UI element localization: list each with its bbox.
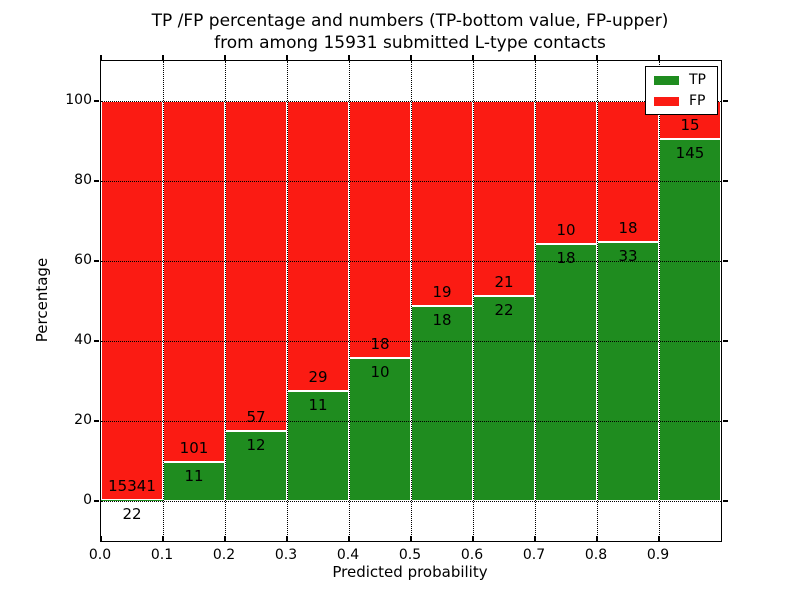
bar-segment-fp bbox=[411, 101, 473, 307]
bar-segment-fp bbox=[163, 101, 225, 462]
x-tick-label: 0.8 bbox=[584, 547, 608, 563]
bar-label-tp: 33 bbox=[618, 247, 638, 266]
legend-label-tp: TP bbox=[689, 72, 706, 88]
x-tick-mark-top bbox=[534, 55, 536, 60]
y-tick-mark-right bbox=[722, 260, 728, 262]
bar-label-tp: 145 bbox=[675, 143, 705, 162]
x-tick-mark-top bbox=[410, 55, 412, 60]
bar-label-tp: 18 bbox=[556, 248, 576, 267]
y-tick-mark bbox=[94, 340, 99, 342]
legend-row-tp: TP bbox=[654, 73, 706, 87]
bar-label-tp: 11 bbox=[308, 396, 328, 414]
bar-label-fp: 101 bbox=[179, 438, 209, 457]
x-tick-label: 0.6 bbox=[460, 547, 484, 563]
bar-segment-tp bbox=[659, 138, 721, 501]
bar-segment-fp bbox=[101, 101, 163, 501]
bar-segment-tp bbox=[411, 306, 473, 501]
bar-segment-fp bbox=[535, 101, 597, 244]
bar-label-fp: 57 bbox=[246, 408, 266, 427]
bar-label-fp: 21 bbox=[494, 273, 514, 292]
bar-label-tp: 11 bbox=[184, 466, 204, 485]
gridline-vertical bbox=[534, 61, 536, 541]
y-tick-label: 40 bbox=[74, 332, 92, 348]
plot-area: TP FP 15341 22 101 11 57 12 29 11 18 10 19 18 21 22 10… bbox=[94, 55, 728, 542]
x-tick-label: 0.2 bbox=[212, 547, 236, 563]
bar-label-fp: 15341 bbox=[108, 477, 156, 496]
chart-title-line1: TP /FP percentage and numbers (TP-bottom… bbox=[151, 11, 669, 31]
bar-label-fp: 18 bbox=[370, 335, 390, 354]
gridline-vertical bbox=[410, 61, 412, 541]
legend-label-fp: FP bbox=[689, 93, 706, 109]
bar-label-fp: 15 bbox=[680, 115, 700, 134]
y-tick-label: 0 bbox=[83, 492, 92, 508]
bar-segment-fp bbox=[473, 101, 535, 297]
x-tick-label: 0.3 bbox=[274, 547, 298, 563]
gridline-vertical bbox=[162, 61, 164, 541]
y-tick-mark bbox=[94, 420, 99, 422]
gridline-vertical bbox=[348, 61, 350, 541]
gridline-vertical bbox=[658, 61, 660, 541]
x-tick-mark-top bbox=[286, 55, 288, 60]
y-tick-mark bbox=[94, 260, 99, 262]
bar-segment-tp bbox=[597, 242, 659, 501]
y-tick-mark bbox=[94, 180, 99, 182]
bar-segment-fp bbox=[349, 101, 411, 359]
x-tick-mark-top bbox=[658, 55, 660, 60]
y-tick-mark bbox=[94, 100, 99, 102]
y-tick-mark bbox=[94, 500, 99, 502]
y-tick-mark-right bbox=[722, 100, 728, 102]
bar-segment-tp bbox=[349, 358, 411, 501]
bar-segment-fp bbox=[225, 101, 287, 432]
x-tick-label: 0.9 bbox=[646, 547, 670, 563]
y-tick-label: 100 bbox=[65, 92, 92, 108]
x-tick-mark-top bbox=[596, 55, 598, 60]
y-tick-mark-right bbox=[722, 340, 728, 342]
y-tick-label: 60 bbox=[74, 252, 92, 268]
bar-segment-fp bbox=[287, 101, 349, 391]
gridline-vertical bbox=[596, 61, 598, 541]
x-tick-mark-top bbox=[100, 55, 102, 60]
x-tick-label: 0.7 bbox=[522, 547, 546, 563]
y-tick-mark-right bbox=[722, 420, 728, 422]
x-tick-label: 0.1 bbox=[150, 547, 174, 563]
x-tick-mark-top bbox=[162, 55, 164, 60]
bar-segment-tp bbox=[225, 431, 287, 501]
bar-label-tp: 18 bbox=[432, 311, 452, 330]
gridline-vertical bbox=[286, 61, 288, 541]
bar-label-fp: 29 bbox=[308, 368, 328, 386]
bar-segment-tp bbox=[535, 243, 597, 501]
y-tick-mark-right bbox=[722, 500, 728, 502]
bar-label-tp: 12 bbox=[246, 436, 266, 455]
x-tick-mark-top bbox=[472, 55, 474, 60]
legend: TP FP bbox=[645, 66, 718, 115]
y-tick-label: 80 bbox=[74, 172, 92, 188]
bar-label-fp: 10 bbox=[556, 220, 576, 239]
fp-legend-swatch-icon bbox=[654, 96, 679, 106]
x-tick-mark-top bbox=[348, 55, 350, 60]
bar-label-tp: 10 bbox=[370, 363, 390, 382]
bar-label-fp: 19 bbox=[432, 283, 452, 302]
y-tick-label: 20 bbox=[74, 412, 92, 428]
bar-segment-fp bbox=[597, 101, 659, 243]
bar-label-tp: 22 bbox=[122, 505, 142, 524]
y-tick-mark-right bbox=[722, 180, 728, 182]
x-tick-label: 0.0 bbox=[88, 547, 112, 563]
tp-legend-swatch-icon bbox=[654, 75, 679, 85]
legend-row-fp: FP bbox=[654, 94, 706, 108]
bar-segment-tp bbox=[473, 296, 535, 501]
bar-label-fp: 18 bbox=[618, 219, 638, 238]
gridline-vertical bbox=[224, 61, 226, 541]
x-tick-mark bbox=[100, 536, 102, 541]
gridline-vertical bbox=[472, 61, 474, 541]
chart-title-line2: from among 15931 submitted L-type contac… bbox=[214, 33, 606, 53]
bar-segment-tp bbox=[163, 461, 225, 501]
x-tick-mark-top bbox=[224, 55, 226, 60]
x-axis-label: Predicted probability bbox=[332, 563, 488, 581]
x-tick-label: 0.4 bbox=[336, 547, 360, 563]
x-tick-label: 0.5 bbox=[398, 547, 422, 563]
bar-label-tp: 22 bbox=[494, 301, 514, 320]
